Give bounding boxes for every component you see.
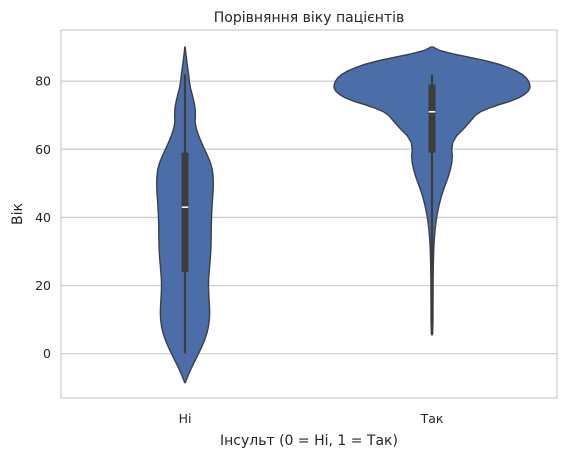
y-tick-label: 20 bbox=[35, 278, 51, 293]
violin-1 bbox=[333, 46, 531, 336]
violins bbox=[155, 46, 531, 384]
y-tick-label: 80 bbox=[35, 74, 51, 89]
violin-iqr-box bbox=[428, 84, 436, 153]
gridlines bbox=[61, 80, 557, 355]
y-tick-label: 0 bbox=[43, 346, 51, 361]
y-tick-labels: 0 20 40 60 80 bbox=[35, 74, 51, 362]
x-tick-labels: Ні Так bbox=[179, 411, 444, 426]
x-tick-label: Так bbox=[420, 411, 444, 426]
x-tick-label: Ні bbox=[179, 411, 192, 426]
x-axis-label: Інсульт (0 = Ні, 1 = Так) bbox=[220, 433, 398, 449]
violin-0 bbox=[155, 46, 215, 384]
y-axis-label: Вік bbox=[10, 203, 26, 225]
plot-frame bbox=[60, 29, 558, 399]
y-tick-label: 60 bbox=[35, 142, 51, 157]
chart-title: Порівняння віку пацієнтів bbox=[214, 10, 405, 26]
y-tick-label: 40 bbox=[35, 210, 51, 225]
violin-iqr-box bbox=[181, 152, 189, 272]
